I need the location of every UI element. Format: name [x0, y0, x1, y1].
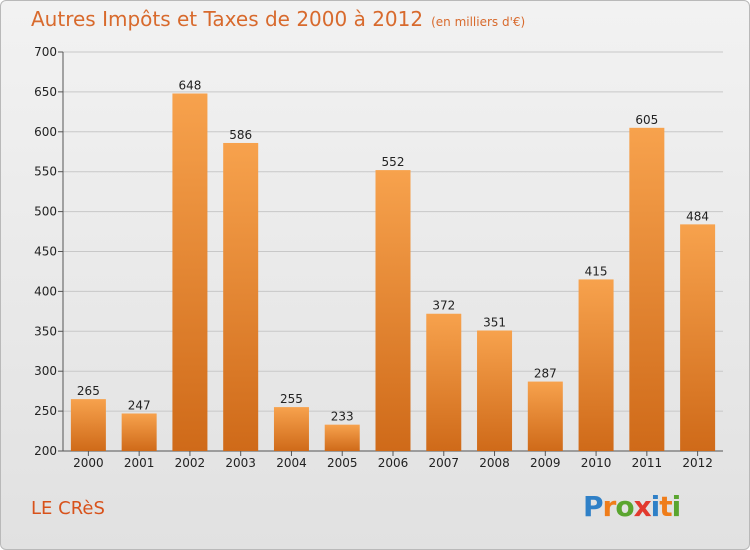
- x-tick-label: 2012: [682, 456, 713, 470]
- bar[interactable]: [680, 224, 716, 451]
- bar-value-label: 415: [585, 264, 608, 278]
- logo-letter: o: [615, 490, 634, 523]
- x-tick-label: 2005: [327, 456, 358, 470]
- x-tick-label: 2008: [479, 456, 510, 470]
- bar[interactable]: [477, 330, 513, 451]
- bar-value-label: 247: [128, 398, 151, 412]
- bar[interactable]: [223, 142, 259, 452]
- logo-letter: t: [659, 490, 672, 523]
- bar-value-label: 484: [686, 209, 709, 223]
- y-tick-label: 250: [34, 404, 57, 418]
- chart-title: Autres Impôts et Taxes de 2000 à 2012 (en…: [31, 7, 525, 31]
- bar-value-label: 372: [432, 299, 455, 313]
- y-tick-label: 350: [34, 324, 57, 338]
- y-tick-label: 300: [34, 364, 57, 378]
- bar-value-label: 265: [77, 384, 100, 398]
- y-tick-label: 650: [34, 85, 57, 99]
- x-tick-label: 2002: [175, 456, 206, 470]
- logo-letter: P: [583, 490, 604, 523]
- bar[interactable]: [578, 279, 614, 451]
- y-tick-label: 550: [34, 165, 57, 179]
- x-tick-label: 2003: [225, 456, 256, 470]
- x-tick-label: 2011: [632, 456, 663, 470]
- x-tick-label: 2001: [124, 456, 155, 470]
- y-tick-label: 450: [34, 245, 57, 259]
- y-tick-label: 700: [34, 45, 57, 59]
- bar[interactable]: [273, 407, 309, 451]
- bar[interactable]: [527, 381, 563, 451]
- bar[interactable]: [70, 399, 106, 451]
- y-tick-label: 600: [34, 125, 57, 139]
- bar-value-label: 287: [534, 367, 557, 381]
- bar-value-label: 605: [635, 113, 658, 127]
- y-tick-label: 200: [34, 444, 57, 458]
- bar-value-label: 255: [280, 392, 303, 406]
- bar[interactable]: [426, 313, 462, 451]
- bar[interactable]: [629, 127, 665, 451]
- x-tick-label: 2000: [73, 456, 104, 470]
- bars: [70, 93, 716, 452]
- x-tick-label: 2007: [428, 456, 459, 470]
- y-tick-label: 400: [34, 284, 57, 298]
- x-tick-label: 2006: [378, 456, 409, 470]
- logo-letter: i: [671, 490, 682, 523]
- bar-value-label: 351: [483, 316, 506, 330]
- title-text: Autres Impôts et Taxes de 2000 à 2012: [31, 7, 424, 31]
- bar-value-label: 233: [331, 410, 354, 424]
- y-tick-label: 500: [34, 205, 57, 219]
- bar[interactable]: [324, 424, 360, 451]
- bar-value-label: 552: [382, 155, 405, 169]
- x-tick-label: 2009: [530, 456, 561, 470]
- bar[interactable]: [172, 93, 208, 451]
- x-tick-label: 2004: [276, 456, 307, 470]
- bar-value-label: 586: [229, 128, 252, 142]
- proxiti-logo[interactable]: Proxiti: [583, 490, 682, 523]
- bar-value-label: 648: [178, 78, 201, 92]
- bar[interactable]: [375, 170, 411, 451]
- logo-letter: i: [650, 490, 661, 523]
- bar[interactable]: [121, 413, 157, 451]
- commune-name: LE CRèS: [31, 498, 105, 519]
- x-tick-label: 2010: [581, 456, 612, 470]
- title-unit: (en milliers d'€): [431, 15, 526, 29]
- labels: 200 250 300 350 400 450 500 550 600 650 700 265 2000…: [34, 45, 713, 470]
- logo-letter: x: [633, 490, 652, 523]
- logo-letter: r: [602, 490, 617, 523]
